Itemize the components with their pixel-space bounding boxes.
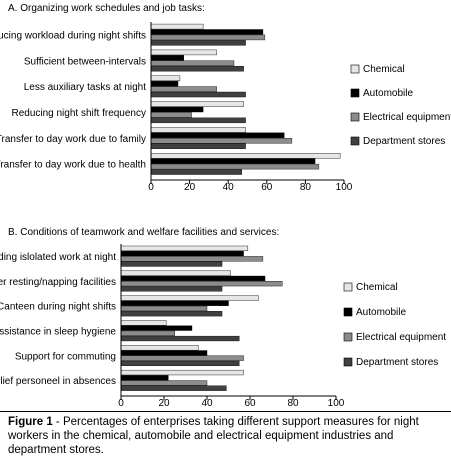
bar-a-0-3 <box>150 40 246 46</box>
legend-label: Electrical equipment <box>363 112 451 123</box>
bar-b-3-0 <box>120 320 167 326</box>
category-label: Canteen during night shifts <box>0 302 116 313</box>
bar-a-1-1 <box>150 55 185 61</box>
caption-label: Figure 1 <box>8 416 53 428</box>
x-tick-label: 80 <box>300 182 312 193</box>
bar-b-0-2 <box>120 256 264 262</box>
bar-b-1-2 <box>120 281 283 287</box>
legend-label: Automobile <box>363 88 413 99</box>
bar-b-0-3 <box>120 261 223 267</box>
bar-a-5-1 <box>150 158 316 164</box>
bar-b-5-1 <box>120 375 169 381</box>
category-label: etter resting/napping facilities <box>0 277 116 288</box>
bar-a-4-1 <box>150 132 285 139</box>
bar-b-2-3 <box>120 311 223 317</box>
category-label: voiding islolated work at night <box>0 252 116 263</box>
x-tick-label: 0 <box>148 182 154 193</box>
bar-b-4-3 <box>120 360 240 366</box>
bar-b-3-1 <box>120 325 193 331</box>
bar-a-5-3 <box>150 169 242 175</box>
chart-a: ducing workload during night shifts Suffi… <box>0 22 451 193</box>
bar-a-4-0 <box>150 127 246 133</box>
category-label: Less auxiliary tasks at night <box>24 82 147 93</box>
category-label: Sufficient between-intervals <box>24 56 146 67</box>
x-tick-label: 60 <box>244 398 256 409</box>
x-tick-label: 60 <box>261 182 273 193</box>
bar-a-5-0 <box>150 153 341 159</box>
bar-a-4-2 <box>150 138 293 144</box>
legend-swatch <box>343 332 353 342</box>
chart-b: voiding islolated work at night etter res… <box>0 244 446 409</box>
legend-label: Department stores <box>356 357 438 368</box>
x-tick-label: 80 <box>287 398 299 409</box>
bar-b-2-2 <box>120 305 208 312</box>
category-label: Relief personeel in absences <box>0 376 116 387</box>
bar-b-5-0 <box>120 369 244 376</box>
bar-b-5-3 <box>120 385 227 391</box>
bar-a-3-1 <box>150 106 204 113</box>
bar-a-2-0 <box>150 75 181 81</box>
category-label: Support for commuting <box>15 351 116 362</box>
bar-b-4-0 <box>120 345 199 351</box>
category-label: Transfer to day work due to health <box>0 160 146 171</box>
legend-swatch <box>350 136 360 146</box>
x-tick-label: 40 <box>201 398 213 409</box>
x-tick-label: 20 <box>184 182 196 193</box>
legend-label: Department stores <box>363 136 445 147</box>
legend-label: Electrical equipment <box>356 332 446 343</box>
legend-label: Automobile <box>356 307 406 318</box>
bar-b-3-2 <box>120 330 175 336</box>
chart-a-title: A. Organizing work schedules and job tas… <box>8 3 205 14</box>
x-tick-label: 0 <box>118 398 124 409</box>
legend-swatch <box>343 357 353 367</box>
bar-b-2-0 <box>120 295 259 301</box>
bar-a-2-3 <box>150 91 246 98</box>
bar-b-5-2 <box>120 380 208 386</box>
legend-swatch <box>350 88 360 98</box>
legend-swatch <box>350 112 360 122</box>
bar-a-0-2 <box>150 34 266 41</box>
bar-b-3-3 <box>120 335 240 342</box>
bar-a-0-0 <box>150 23 204 30</box>
bar-b-0-0 <box>120 245 249 252</box>
bar-a-2-2 <box>150 86 217 92</box>
bar-a-5-2 <box>150 163 320 170</box>
bar-a-3-3 <box>150 117 246 124</box>
legend-swatch <box>350 64 360 74</box>
bar-b-1-1 <box>120 275 266 282</box>
bar-b-4-2 <box>120 355 244 361</box>
category-label: Transfer to day work due to family <box>0 134 146 145</box>
x-tick-label: 100 <box>328 398 345 409</box>
caption-divider <box>0 411 451 412</box>
bar-a-0-1 <box>150 29 264 35</box>
legend-swatch <box>343 307 353 317</box>
bar-b-2-1 <box>120 300 229 306</box>
category-label: Assistance in sleep hygiene <box>0 326 116 337</box>
category-label: Reducing night shift frequency <box>11 108 146 119</box>
x-tick-label: 100 <box>336 182 353 193</box>
bar-a-1-3 <box>150 65 244 72</box>
bar-b-1-0 <box>120 270 231 276</box>
bar-b-0-1 <box>120 250 244 257</box>
bar-b-1-3 <box>120 286 223 292</box>
bar-a-1-2 <box>150 60 235 66</box>
legend-label: Chemical <box>356 282 398 293</box>
bar-a-1-0 <box>150 49 217 56</box>
figure-caption: Figure 1 - Percentages of enterprises ta… <box>8 415 448 457</box>
category-label: ducing workload during night shifts <box>0 30 146 41</box>
bar-b-4-1 <box>120 350 208 356</box>
x-tick-label: 40 <box>223 182 235 193</box>
chart-b-title: B. Conditions of teamwork and welfare fa… <box>8 227 280 238</box>
bar-a-3-0 <box>150 101 244 107</box>
bar-a-4-3 <box>150 143 246 149</box>
bar-a-3-2 <box>150 112 192 118</box>
chart-area: ducing workload during night shifts Suffi… <box>0 22 451 409</box>
bar-a-2-1 <box>150 80 179 87</box>
x-tick-label: 20 <box>158 398 170 409</box>
legend-label: Chemical <box>363 64 405 75</box>
legend-swatch <box>343 282 353 292</box>
caption-text: - Percentages of enterprises taking diff… <box>8 416 419 456</box>
